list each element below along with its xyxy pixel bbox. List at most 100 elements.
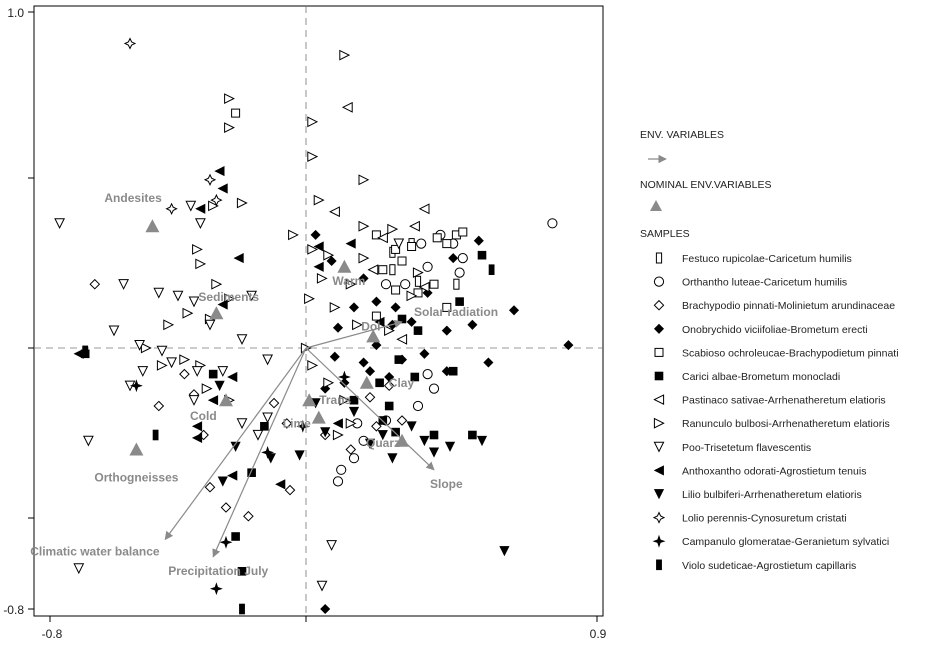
legend-marker <box>653 276 665 287</box>
sample-point <box>391 244 401 254</box>
legend-marker <box>653 299 665 311</box>
sample-point <box>396 415 408 426</box>
sample-point <box>188 296 200 308</box>
sample-point <box>307 151 319 163</box>
legend-nominal-heading: NOMINAL ENV.VARIABLES <box>640 179 772 191</box>
sample-point <box>477 250 487 260</box>
sample-point <box>371 296 382 307</box>
legend-nominal-triangle <box>650 200 662 211</box>
sample-point <box>217 183 228 194</box>
sample-point <box>378 265 388 275</box>
nominal-label: Quarz <box>366 436 400 450</box>
y-tick-label-top: 1.0 <box>7 6 24 20</box>
sample-point <box>384 401 394 411</box>
sample-point <box>444 441 456 452</box>
sample-point <box>236 418 248 430</box>
sample-point <box>364 438 376 449</box>
sample-point <box>313 241 324 252</box>
legend-item: Lolio perennis-Cynosuretum cristati <box>652 511 847 525</box>
nominal-label: Clay <box>389 376 415 390</box>
sample-point <box>391 427 400 437</box>
legend-item-label: Violo sudeticae-Agrostietum capillaris <box>682 560 856 572</box>
sample-point <box>284 484 296 496</box>
nominal-variable-markers: Andesites Sediments Cold Orthogneisses Warm D… <box>94 191 414 484</box>
sample-point <box>339 49 351 61</box>
legend-item-label: Anthoxantho odorati-Agrostietum tenuis <box>682 465 866 477</box>
sample-point <box>129 379 143 393</box>
sample-point <box>195 203 206 214</box>
nominal-label: Lime <box>283 417 311 431</box>
sample-point <box>224 93 235 105</box>
sample-point <box>419 348 430 359</box>
x-tick-label-right: 0.9 <box>590 627 607 641</box>
sample-point <box>393 238 405 250</box>
env-arrow <box>164 347 307 541</box>
sample-point <box>499 546 510 557</box>
sample-point <box>191 366 203 377</box>
sample-point <box>364 366 376 377</box>
nominal-triangle <box>209 306 224 320</box>
sample-point <box>345 417 357 429</box>
legend-sample-items: Festuco rupicolae-Caricetum humilis Ortha… <box>652 252 899 572</box>
sample-point <box>432 233 442 243</box>
sample-point <box>428 447 440 458</box>
sample-point <box>348 302 360 313</box>
env-arrow-label: Solar radiation <box>414 305 498 319</box>
legend-item: Violo sudeticae-Agrostietum capillaris <box>656 559 856 572</box>
sample-point <box>345 444 357 455</box>
legend-marker <box>653 323 665 334</box>
sample-point <box>204 481 216 493</box>
sample-point <box>316 272 328 284</box>
sample-point <box>227 371 238 383</box>
sample-point <box>108 325 120 337</box>
sample-point <box>118 279 130 290</box>
sample-point <box>412 267 424 279</box>
sample-point <box>397 314 407 324</box>
sample-point <box>313 261 324 272</box>
env-variable-arrows: Climatic water balance Precipitation July… <box>30 305 498 578</box>
sample-point <box>73 563 85 575</box>
sample-point <box>185 200 197 212</box>
nominal-triangle <box>302 393 317 407</box>
sample-point <box>246 290 258 302</box>
axis-ticks: 1.0 -0.8 -0.8 0.9 <box>3 6 606 641</box>
sample-point <box>237 566 247 576</box>
sample-point <box>468 430 477 440</box>
sample-point <box>332 418 343 429</box>
nominal-triangle <box>219 393 233 407</box>
env-arrow-label: Climatic water balance <box>30 544 160 558</box>
sample-point <box>390 302 401 313</box>
sample-point <box>375 378 384 388</box>
sample-point <box>231 108 241 118</box>
sample-point <box>455 297 464 306</box>
nominal-label: Warm <box>332 274 365 288</box>
sample-point <box>367 264 379 276</box>
sample-point <box>383 380 395 392</box>
sample-point <box>410 372 420 382</box>
sample-point <box>247 468 256 478</box>
legend-item-label: Poo-Trisetetum flavescentis <box>682 442 811 454</box>
sample-point <box>341 101 353 113</box>
sample-point <box>458 227 468 237</box>
sample-point <box>412 400 424 412</box>
sample-point <box>304 293 315 305</box>
sample-point <box>220 502 232 513</box>
sample-point <box>288 229 299 241</box>
sample-point <box>296 419 310 433</box>
sample-point <box>243 510 254 522</box>
sample-point <box>348 453 360 464</box>
sample-point <box>394 355 404 364</box>
legend-item-label: Onobrychido viciifoliae-Brometum erecti <box>682 324 868 336</box>
sample-point <box>156 345 168 357</box>
legend-marker <box>654 347 664 357</box>
sample-point <box>320 383 331 394</box>
legend-item-label: Carici albae-Brometum monocladi <box>682 371 840 383</box>
legend-item-label: Lolio perennis-Cynosuretum cristati <box>682 513 847 525</box>
sample-point <box>82 345 89 357</box>
sample-point <box>214 166 225 177</box>
nominal-label: Cold <box>190 409 217 423</box>
sample-point <box>441 325 452 336</box>
sample-point <box>307 359 319 371</box>
env-arrow <box>305 319 403 349</box>
